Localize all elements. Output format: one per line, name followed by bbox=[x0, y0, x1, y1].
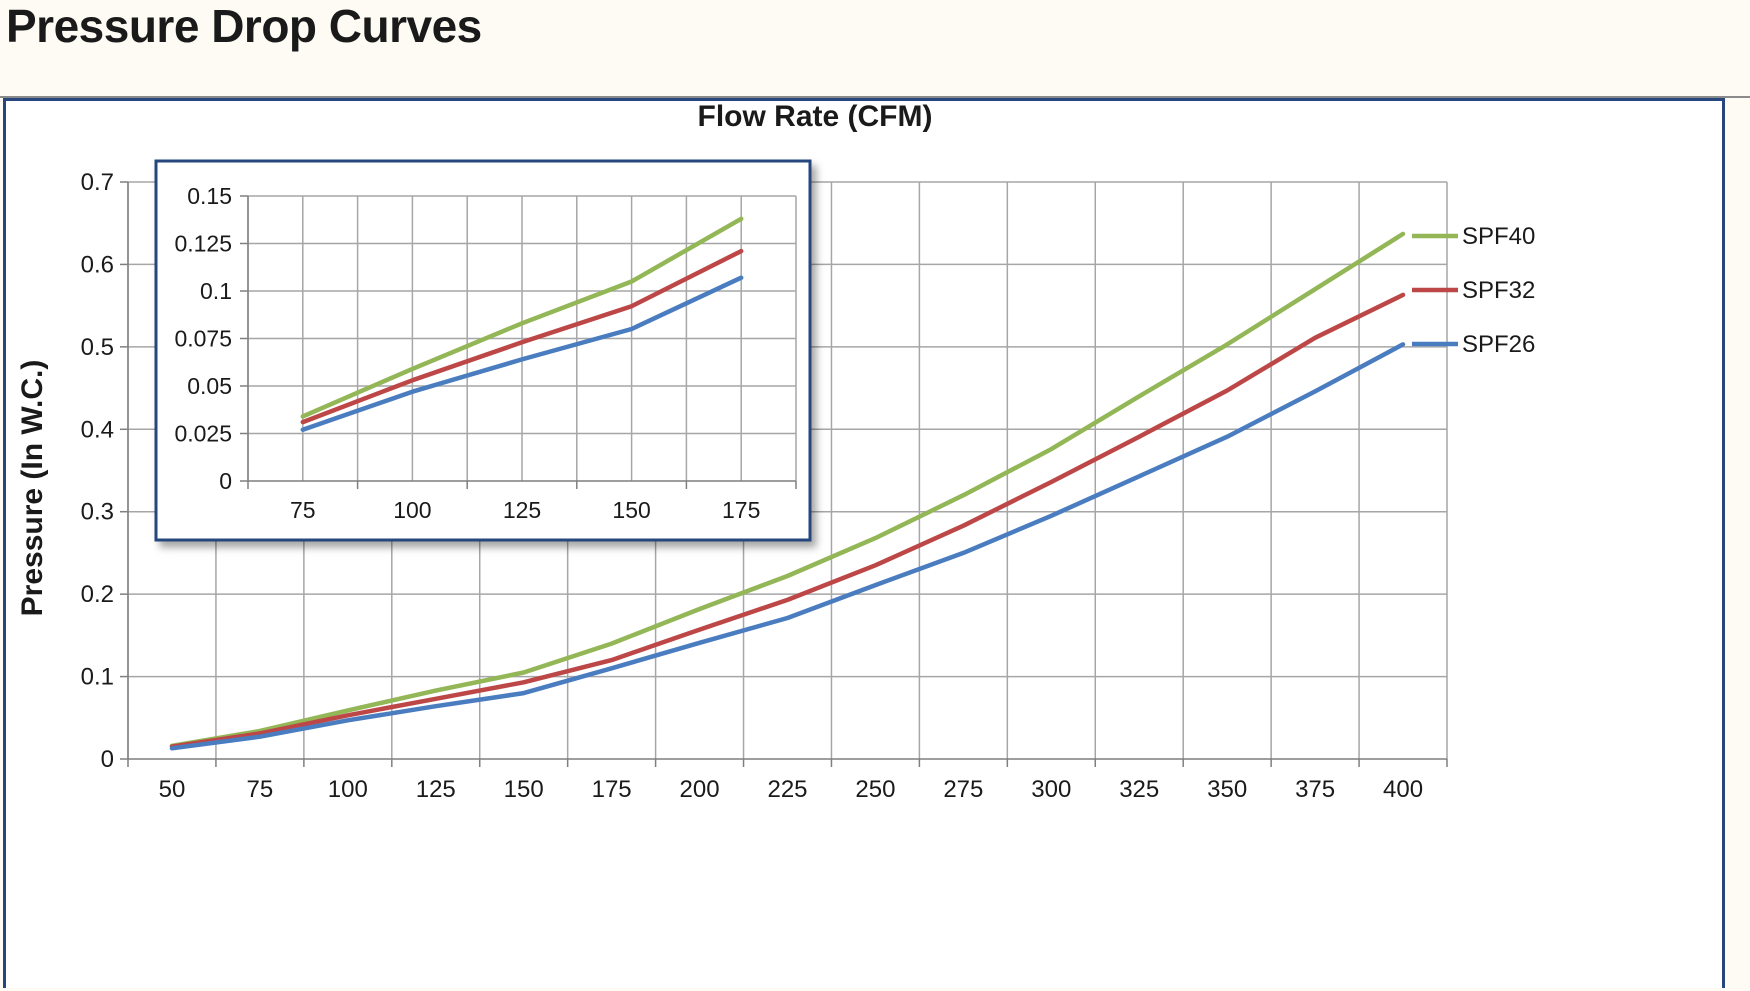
legend-label-spf26: SPF26 bbox=[1462, 331, 1535, 358]
x-tick-label: 150 bbox=[504, 776, 544, 803]
chart-title: Flow Rate (CFM) bbox=[698, 101, 933, 133]
series-line-spf32 bbox=[169, 292, 1406, 749]
inset-y-tick-label: 0.125 bbox=[174, 231, 232, 257]
x-tick-label: 125 bbox=[416, 776, 456, 803]
y-tick-label: 0.2 bbox=[81, 581, 114, 608]
legend-label-spf40: SPF40 bbox=[1462, 223, 1535, 250]
y-tick-label: 0.6 bbox=[81, 251, 114, 278]
inset-y-tick-label: 0.025 bbox=[174, 421, 232, 447]
y-tick-label: 0.7 bbox=[81, 169, 114, 196]
x-tick-label: 50 bbox=[159, 776, 186, 803]
series-line-spf40 bbox=[169, 231, 1406, 749]
inset-series-line-spf26 bbox=[300, 275, 744, 432]
inset-y-tick-label: 0.15 bbox=[187, 183, 232, 209]
y-tick-label: 0.3 bbox=[81, 499, 114, 526]
inset-x-tick-label: 75 bbox=[290, 497, 316, 523]
inset-y-tick-label: 0.075 bbox=[174, 326, 232, 352]
legend-label-spf32: SPF32 bbox=[1462, 277, 1535, 304]
x-tick-label: 100 bbox=[328, 776, 368, 803]
y-axis-title: Pressure (In W.C.) bbox=[16, 360, 49, 617]
series-line-spf26 bbox=[169, 342, 1406, 751]
y-tick-label: 0 bbox=[101, 746, 114, 773]
inset-y-tick-label: 0.1 bbox=[200, 278, 232, 304]
inset-x-tick-label: 175 bbox=[722, 497, 760, 523]
inset-series-line-spf40 bbox=[300, 216, 744, 419]
x-tick-label: 350 bbox=[1207, 776, 1247, 803]
x-tick-label: 275 bbox=[943, 776, 983, 803]
x-tick-label: 325 bbox=[1119, 776, 1159, 803]
x-tick-label: 225 bbox=[767, 776, 807, 803]
y-tick-label: 0.5 bbox=[81, 334, 114, 361]
x-tick-label: 75 bbox=[247, 776, 274, 803]
pressure-drop-chart: 0 0.1 0.2 0.3 0.4 0.5 0.6 0.7 50 75 100 125 150 175 20… bbox=[16, 101, 1535, 803]
inset-x-tick-label: 100 bbox=[393, 497, 431, 523]
y-tick-label: 0.4 bbox=[81, 416, 114, 443]
inset-x-tick-label: 125 bbox=[503, 497, 541, 523]
inset-series-line-spf32 bbox=[300, 248, 744, 425]
page-title: Pressure Drop Curves bbox=[6, 0, 482, 52]
x-tick-label: 300 bbox=[1031, 776, 1071, 803]
inset-x-tick-label: 150 bbox=[612, 497, 650, 523]
chart-frame: 0 0.1 0.2 0.3 0.4 0.5 0.6 0.7 50 75 100 125 150 175 20… bbox=[3, 98, 1725, 988]
x-tick-label: 375 bbox=[1295, 776, 1335, 803]
y-tick-label: 0.1 bbox=[81, 664, 114, 691]
inset-y-tick-label: 0 bbox=[219, 468, 232, 494]
x-tick-label: 175 bbox=[592, 776, 632, 803]
x-tick-label: 250 bbox=[855, 776, 895, 803]
x-tick-label: 400 bbox=[1383, 776, 1423, 803]
x-tick-label: 200 bbox=[680, 776, 720, 803]
inset-panel bbox=[154, 159, 812, 542]
title-divider bbox=[0, 96, 1750, 98]
inset-y-tick-label: 0.05 bbox=[187, 373, 232, 399]
